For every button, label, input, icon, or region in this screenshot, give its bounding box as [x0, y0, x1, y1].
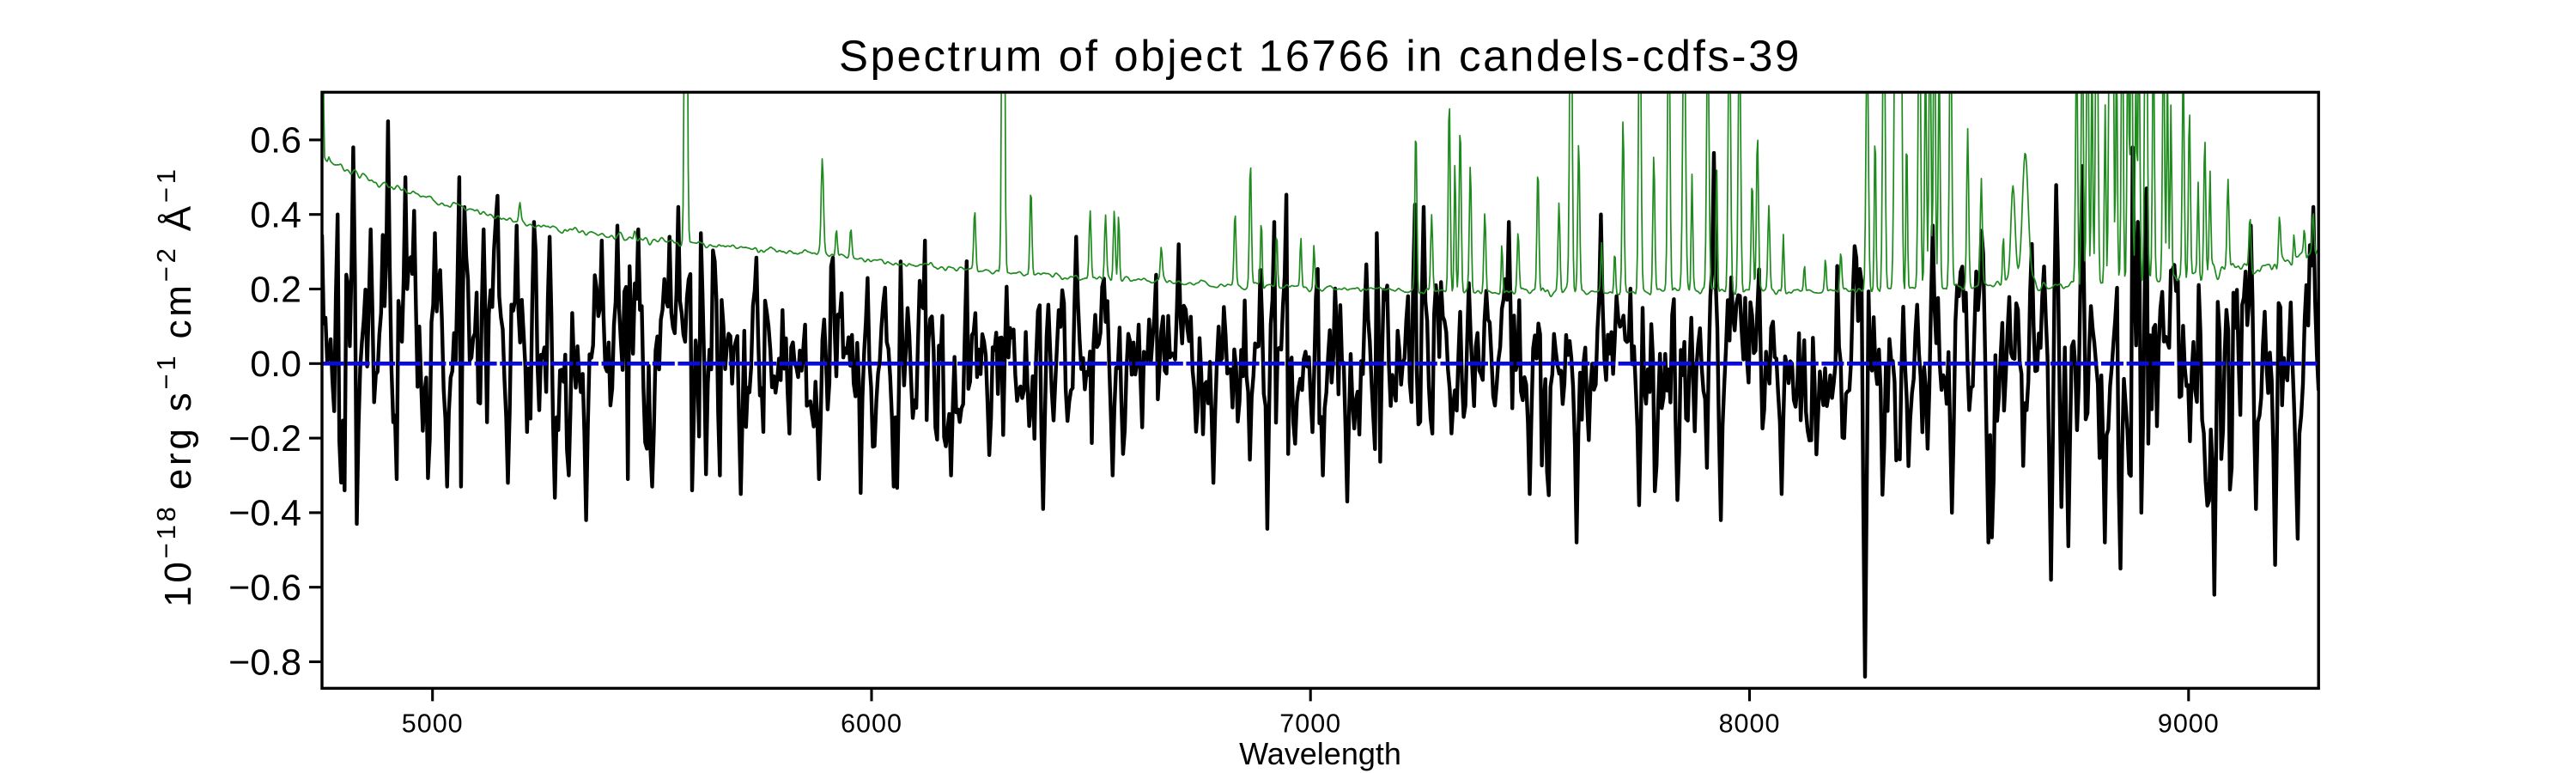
- svg-text:0.2: 0.2: [250, 269, 301, 310]
- svg-text:5000: 5000: [402, 709, 464, 739]
- svg-text:0.4: 0.4: [250, 195, 301, 236]
- svg-text:0.0: 0.0: [250, 344, 301, 385]
- svg-text:7000: 7000: [1279, 709, 1341, 739]
- svg-text:0.6: 0.6: [250, 120, 301, 161]
- svg-text:−0.6: −0.6: [228, 568, 301, 609]
- svg-text:Wavelength: Wavelength: [1239, 736, 1401, 771]
- svg-text:−0.8: −0.8: [228, 642, 301, 683]
- svg-text:−0.4: −0.4: [228, 493, 301, 534]
- svg-text:9000: 9000: [2158, 709, 2220, 739]
- svg-text:8000: 8000: [1719, 709, 1781, 739]
- svg-text:−0.2: −0.2: [228, 418, 301, 460]
- svg-text:Spectrum of object 16766 in ca: Spectrum of object 16766 in candels-cdfs…: [839, 32, 1801, 81]
- svg-text:6000: 6000: [841, 709, 902, 739]
